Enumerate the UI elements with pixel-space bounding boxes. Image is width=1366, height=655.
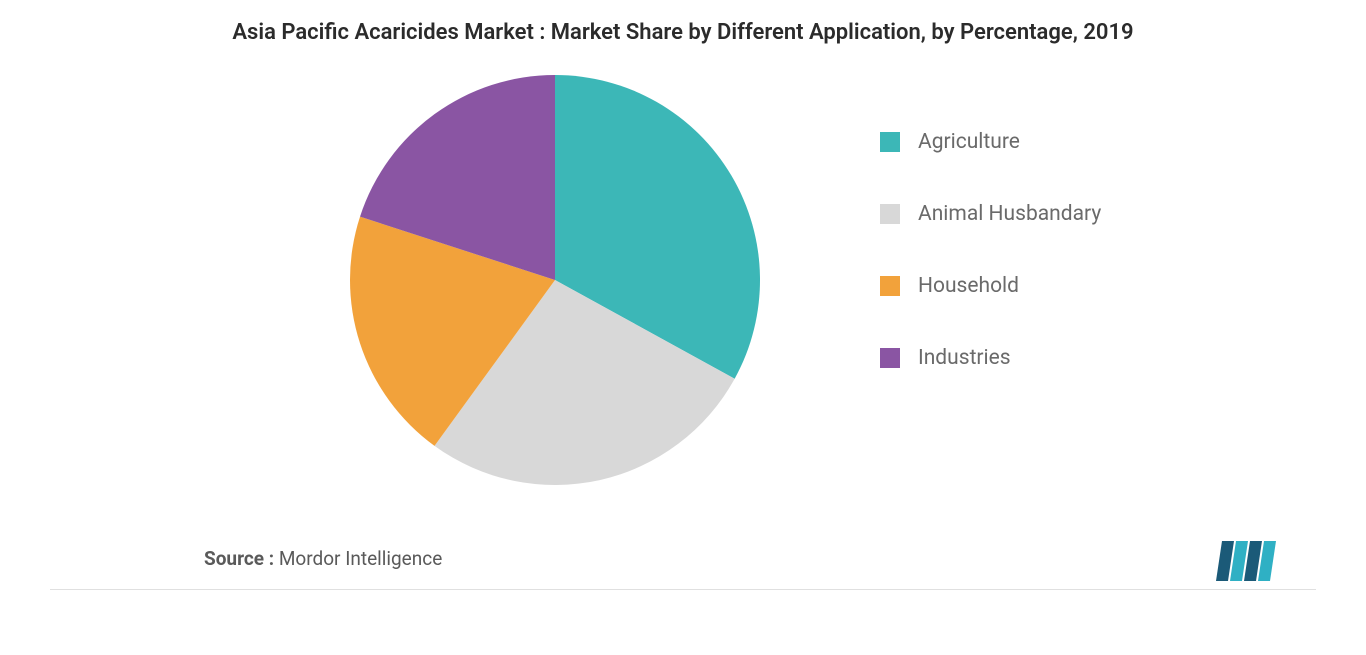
source-label: Source : xyxy=(204,547,279,570)
legend-label: Industries xyxy=(918,346,1011,370)
pie-chart xyxy=(350,75,760,485)
legend-item: Industries xyxy=(880,346,1101,370)
chart-title: Asia Pacific Acaricides Market : Market … xyxy=(0,20,1366,45)
legend-swatch xyxy=(880,132,900,152)
brand-logo xyxy=(1216,539,1296,585)
legend-label: Animal Husbandary xyxy=(918,202,1101,226)
legend-item: Agriculture xyxy=(880,130,1101,154)
source-attribution: Source : Mordor Intelligence xyxy=(204,547,442,570)
legend-item: Animal Husbandary xyxy=(880,202,1101,226)
legend: Agriculture Animal Husbandary Household Ind… xyxy=(880,130,1101,370)
legend-item: Household xyxy=(880,274,1101,298)
legend-swatch xyxy=(880,276,900,296)
divider xyxy=(50,589,1316,590)
legend-label: Household xyxy=(918,274,1019,298)
legend-swatch xyxy=(880,348,900,368)
legend-swatch xyxy=(880,204,900,224)
source-value: Mordor Intelligence xyxy=(279,547,442,570)
legend-label: Agriculture xyxy=(918,130,1020,154)
